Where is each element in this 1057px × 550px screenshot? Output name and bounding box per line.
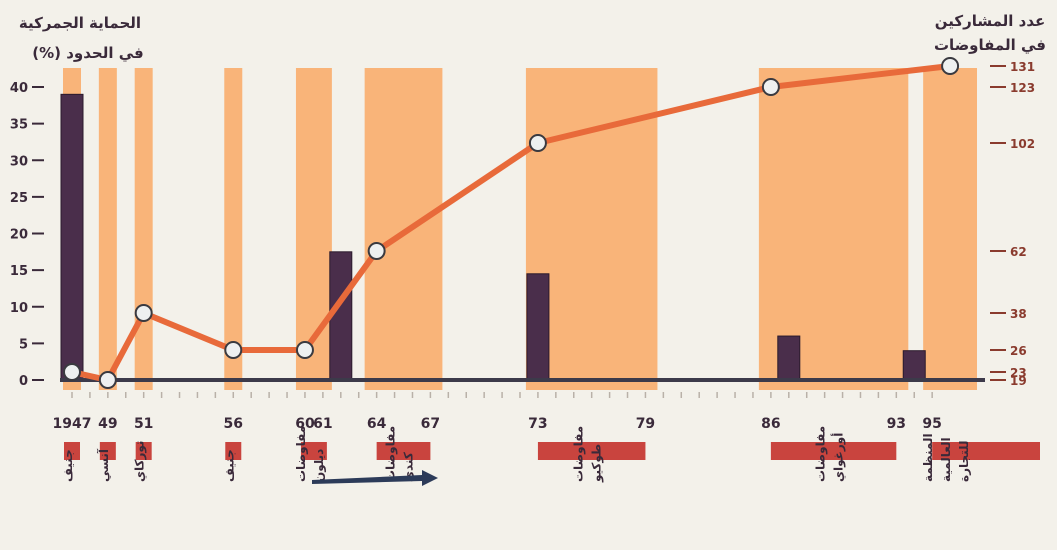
year-label: 73 [528, 416, 547, 432]
round-band [98, 68, 117, 390]
tariff-bar [902, 350, 926, 381]
year-label: 51 [134, 416, 153, 432]
year-label: 60 [295, 416, 315, 432]
year-label: 79 [636, 416, 655, 432]
year-label: 56 [224, 416, 243, 432]
participants-point [528, 134, 547, 152]
left-axis-title-line1: الحماية الجمركية [19, 14, 141, 32]
round-band [224, 68, 243, 390]
round-names: جنيف آنسي توركاي جنيف مفاوضات ديلون مفاوضات كند… [61, 426, 971, 483]
year-label: 49 [98, 416, 117, 432]
round-name: آنسي [96, 448, 111, 482]
round-marker [64, 442, 80, 460]
right-tick-label: 62 [1010, 245, 1027, 259]
round-name: ديلون [312, 449, 327, 482]
right-tick-label: 102 [1010, 137, 1035, 151]
left-tick-label: 20 [10, 228, 28, 243]
direction-arrow [312, 470, 438, 486]
participants-point [941, 57, 960, 75]
participants-point [295, 341, 314, 359]
round-marker [537, 442, 646, 460]
round-band [923, 68, 977, 390]
year-label: 64 [367, 416, 387, 432]
year-label: 86 [761, 416, 780, 432]
round-name: أورغواي [831, 433, 847, 482]
left-tick-label: 0 [19, 374, 28, 389]
right-tick-label: 26 [1010, 344, 1027, 358]
year-minor-ticks [71, 392, 933, 398]
participants-point [367, 242, 386, 260]
year-label: 1947 [53, 416, 92, 432]
participants-point [134, 304, 153, 322]
round-band [364, 68, 443, 390]
tariff-bar [60, 93, 84, 381]
round-marker [932, 442, 1040, 460]
participants-point [224, 341, 243, 359]
left-axis-ticks: 0 5 10 15 20 25 30 35 40 [10, 81, 44, 389]
round-name: مفاوضات [572, 426, 587, 482]
left-tick-label: 10 [10, 301, 28, 316]
round-band [134, 68, 153, 390]
right-tick-label: 131 [1010, 60, 1035, 74]
left-tick-label: 35 [10, 118, 28, 133]
tariff-bar [777, 335, 801, 381]
participants-line [63, 57, 960, 389]
right-axis-title-line2: في المفاوضات [934, 36, 1046, 54]
year-label: 61 [313, 416, 332, 432]
right-tick-label: 19 [1010, 374, 1027, 388]
round-name: المنظمة [921, 433, 935, 482]
left-tick-label: 30 [10, 154, 28, 169]
round-name: كندي [402, 452, 416, 482]
round-marker [225, 442, 242, 460]
participants-point [63, 363, 81, 381]
round-markers [64, 442, 1040, 460]
left-tick-label: 25 [10, 191, 28, 206]
round-marker [300, 442, 327, 460]
right-tick-label: 123 [1010, 81, 1035, 95]
round-marker [770, 442, 897, 460]
participants-point [98, 371, 117, 389]
round-name: مفاوضات [294, 426, 309, 482]
tariff-bars [60, 93, 926, 381]
left-tick-label: 5 [19, 337, 28, 352]
round-name: مفاوضات [384, 426, 399, 482]
right-tick-label: 38 [1010, 307, 1027, 321]
right-tick-label: 23 [1010, 366, 1027, 380]
left-tick-label: 40 [10, 81, 28, 96]
round-marker [376, 442, 431, 460]
year-label: 95 [922, 416, 941, 432]
year-label: 67 [421, 416, 440, 432]
left-tick-label: 15 [10, 264, 28, 279]
round-marker [135, 442, 152, 460]
round-name: توركاي [133, 441, 148, 482]
left-axis-title-line2: في الحدود (%) [32, 44, 143, 62]
year-label: 93 [887, 416, 906, 432]
tariff-bar [526, 273, 550, 381]
round-name: مفاوضات [814, 426, 829, 482]
participants-point [761, 78, 780, 96]
round-name: العالمية [939, 437, 953, 482]
right-axis-title-line1: عدد المشاركين [935, 12, 1046, 30]
round-name: جنيف [61, 449, 75, 482]
round-name: جنيف [222, 449, 236, 482]
round-name: للتجارة [957, 441, 971, 482]
round-name: طوكيو [590, 444, 605, 483]
round-marker [99, 442, 116, 460]
